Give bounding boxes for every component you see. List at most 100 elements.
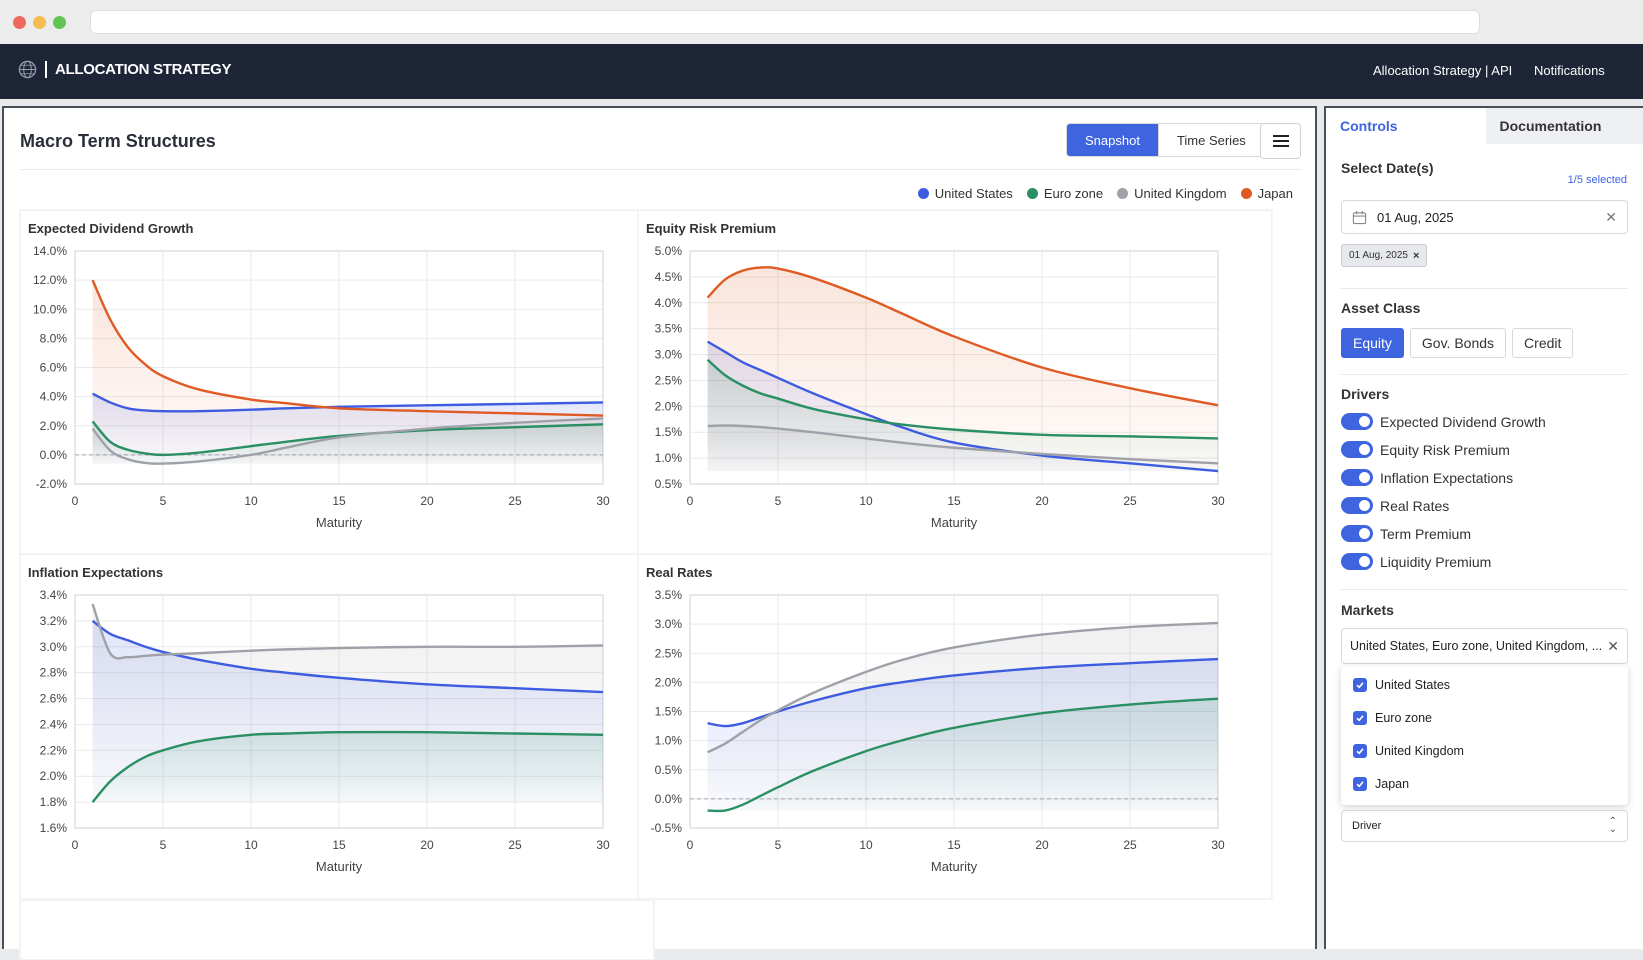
- checkbox[interactable]: [1353, 678, 1367, 692]
- y-tick-label: 3.4%: [40, 588, 68, 602]
- nav-link-notifications[interactable]: Notifications: [1534, 63, 1605, 78]
- brand[interactable]: ALLOCATION STRATEGY: [18, 60, 231, 79]
- y-tick-label: 2.2%: [40, 743, 68, 757]
- driver-label: Real Rates: [1380, 498, 1449, 514]
- y-tick-label: 2.0%: [655, 675, 683, 689]
- y-tick-label: 8.0%: [40, 331, 68, 345]
- driver-label: Liquidity Premium: [1380, 554, 1491, 570]
- y-tick-label: 6.0%: [40, 361, 68, 375]
- top-navbar: ALLOCATION STRATEGY Allocation Strategy …: [0, 44, 1643, 99]
- address-bar[interactable]: [90, 10, 1480, 34]
- x-tick-label: 30: [596, 838, 610, 852]
- x-tick-label: 0: [687, 494, 694, 508]
- driver-label: Inflation Expectations: [1380, 470, 1513, 486]
- checkbox[interactable]: [1353, 777, 1367, 791]
- controls-panel: Controls Documentation Select Date(s) 1/…: [1324, 106, 1643, 949]
- toggle-switch[interactable]: [1341, 497, 1373, 514]
- market-option-label: Euro zone: [1375, 711, 1432, 725]
- x-axis-label: Maturity: [931, 515, 978, 530]
- nav-link-api[interactable]: Allocation Strategy | API: [1373, 63, 1512, 78]
- asset-class-label: Asset Class: [1341, 300, 1420, 316]
- legend-label: United States: [935, 186, 1013, 201]
- y-tick-label: 0.0%: [40, 448, 68, 462]
- toggle-switch[interactable]: [1341, 525, 1373, 542]
- x-tick-label: 25: [1123, 494, 1137, 508]
- maximize-window-button[interactable]: [53, 16, 66, 29]
- toggle-switch[interactable]: [1341, 553, 1373, 570]
- driver-toggle-item[interactable]: Real Rates: [1341, 497, 1449, 514]
- clear-date-icon[interactable]: ✕: [1605, 209, 1617, 226]
- x-tick-label: 0: [72, 838, 79, 852]
- checkbox[interactable]: [1353, 711, 1367, 725]
- toggle-switch[interactable]: [1341, 441, 1373, 458]
- group-by-select[interactable]: Driver ⌃⌄: [1341, 810, 1628, 842]
- selected-count: 1/5 selected: [1568, 174, 1627, 186]
- browser-chrome: [0, 0, 1643, 44]
- select-dates-label: Select Date(s): [1341, 160, 1434, 176]
- market-option-label: United Kingdom: [1375, 744, 1464, 758]
- toggle-switch[interactable]: [1341, 413, 1373, 430]
- x-tick-label: 15: [947, 838, 961, 852]
- brand-separator: [45, 61, 47, 78]
- clear-markets-icon[interactable]: ✕: [1607, 638, 1619, 655]
- x-tick-label: 25: [508, 838, 522, 852]
- toggle-switch[interactable]: [1341, 469, 1373, 486]
- tab-documentation[interactable]: Documentation: [1486, 108, 1643, 144]
- x-tick-label: 5: [775, 838, 782, 852]
- y-tick-label: 3.2%: [40, 614, 68, 628]
- date-chip-label: 01 Aug, 2025: [1349, 250, 1408, 261]
- area-united-kingdom: [708, 623, 1218, 811]
- market-option[interactable]: Japan: [1353, 777, 1409, 791]
- check-icon: [1355, 779, 1365, 789]
- y-tick-label: 2.4%: [40, 717, 68, 731]
- asset-class-group: Equity Gov. Bonds Credit: [1341, 328, 1573, 358]
- y-tick-label: 2.8%: [40, 666, 68, 680]
- snapshot-button[interactable]: Snapshot: [1067, 124, 1158, 156]
- legend-item[interactable]: Japan: [1241, 186, 1293, 201]
- checkbox[interactable]: [1353, 744, 1367, 758]
- time-series-button[interactable]: Time Series: [1158, 124, 1264, 156]
- y-tick-label: -0.5%: [651, 821, 683, 835]
- y-tick-label: 1.0%: [655, 451, 683, 465]
- date-value: 01 Aug, 2025: [1377, 210, 1454, 225]
- market-option[interactable]: Euro zone: [1353, 711, 1432, 725]
- markets-multiselect[interactable]: United States, Euro zone, United Kingdom…: [1341, 628, 1628, 664]
- check-icon: [1355, 680, 1365, 690]
- driver-label: Expected Dividend Growth: [1380, 414, 1546, 430]
- equity-risk-premium-chart: 0.5%1.0%1.5%2.0%2.5%3.0%3.5%4.0%4.5%5.0%…: [639, 211, 1273, 556]
- driver-label: Equity Risk Premium: [1380, 442, 1510, 458]
- close-window-button[interactable]: [13, 16, 26, 29]
- minimize-window-button[interactable]: [33, 16, 46, 29]
- legend-item[interactable]: United Kingdom: [1117, 186, 1227, 201]
- header-divider: [20, 169, 1301, 170]
- chart-legend: United States Euro zone United Kingdom J…: [918, 186, 1293, 201]
- y-tick-label: 2.6%: [40, 692, 68, 706]
- market-option[interactable]: United States: [1353, 678, 1450, 692]
- y-tick-label: 1.0%: [655, 734, 683, 748]
- globe-logo-icon: [18, 60, 37, 79]
- legend-item[interactable]: United States: [918, 186, 1013, 201]
- driver-toggle-item[interactable]: Inflation Expectations: [1341, 469, 1513, 486]
- asset-class-gov-bonds-button[interactable]: Gov. Bonds: [1410, 328, 1506, 358]
- driver-toggle-item[interactable]: Term Premium: [1341, 525, 1471, 542]
- y-tick-label: 4.5%: [655, 270, 683, 284]
- driver-toggle-item[interactable]: Expected Dividend Growth: [1341, 413, 1546, 430]
- remove-chip-icon[interactable]: ×: [1413, 250, 1419, 262]
- calendar-icon: [1352, 210, 1367, 225]
- driver-toggle-item[interactable]: Equity Risk Premium: [1341, 441, 1510, 458]
- market-option[interactable]: United Kingdom: [1353, 744, 1464, 758]
- y-tick-label: 4.0%: [40, 390, 68, 404]
- y-tick-label: 3.0%: [655, 348, 683, 362]
- y-tick-label: 3.5%: [655, 588, 683, 602]
- legend-item[interactable]: Euro zone: [1027, 186, 1103, 201]
- tab-controls[interactable]: Controls: [1326, 108, 1486, 144]
- date-picker-input[interactable]: 01 Aug, 2025 ✕: [1341, 200, 1628, 234]
- inflation-expectations-chart: 1.6%1.8%2.0%2.2%2.4%2.6%2.8%3.0%3.2%3.4%…: [21, 555, 655, 900]
- asset-class-equity-button[interactable]: Equity: [1341, 328, 1404, 358]
- asset-class-credit-button[interactable]: Credit: [1512, 328, 1573, 358]
- y-tick-label: 0.5%: [655, 477, 683, 491]
- markets-dropdown: United States Euro zone United Kingdom J…: [1341, 666, 1628, 805]
- driver-toggle-item[interactable]: Liquidity Premium: [1341, 553, 1491, 570]
- menu-button[interactable]: [1260, 123, 1301, 159]
